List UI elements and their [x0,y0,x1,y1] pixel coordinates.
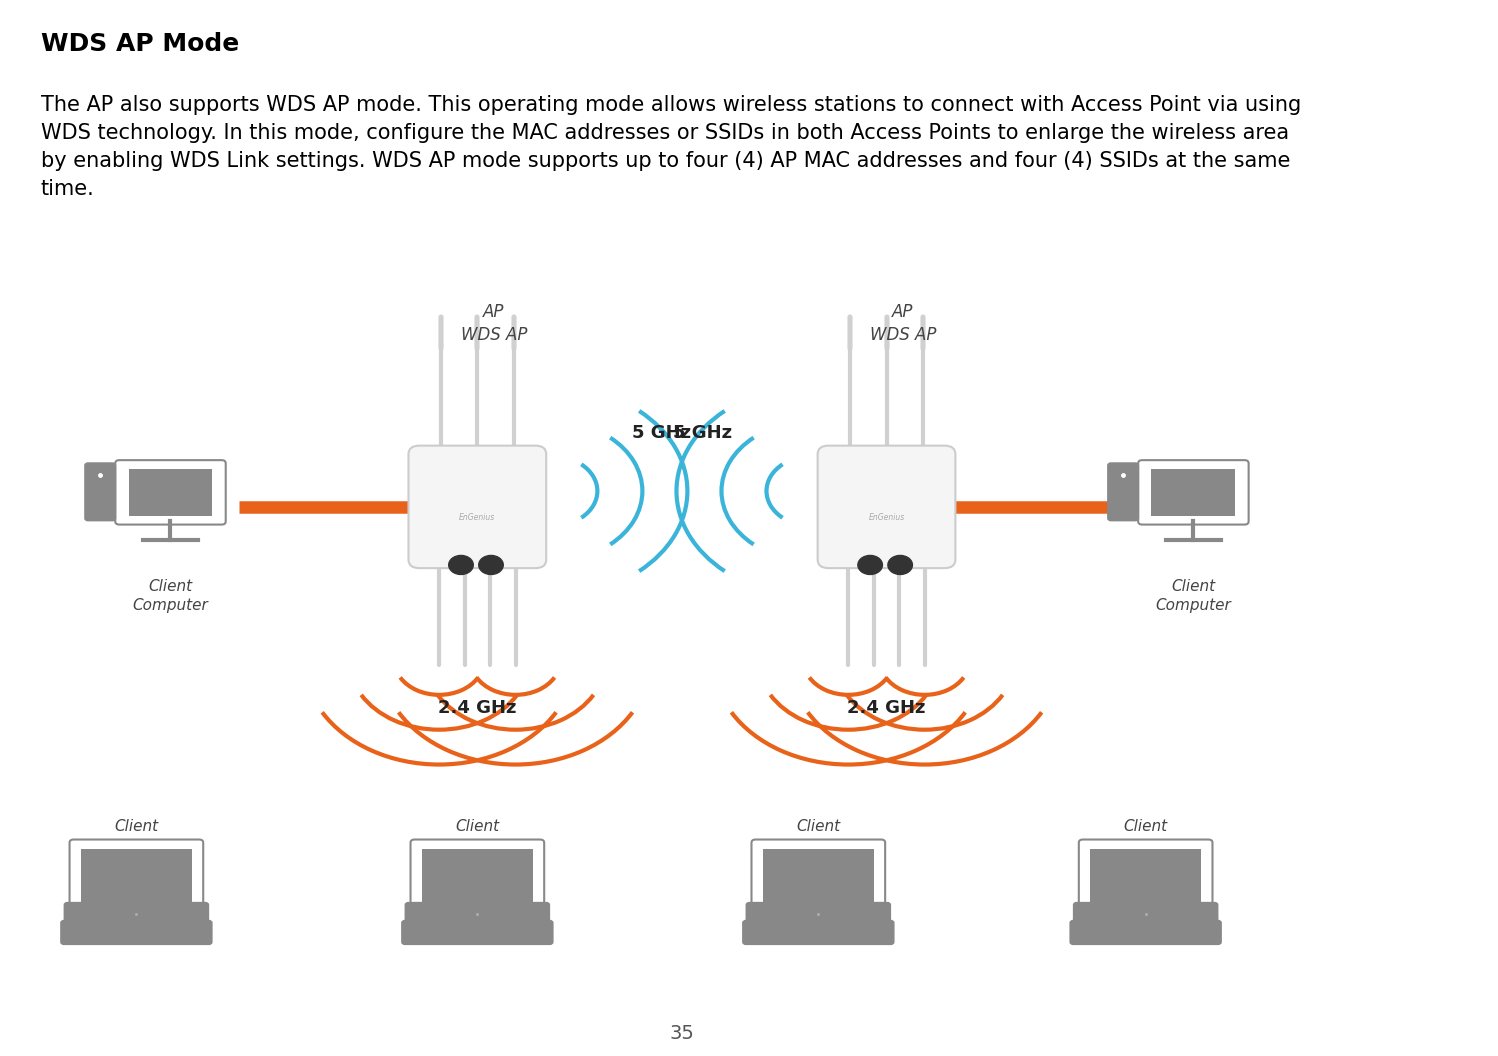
FancyBboxPatch shape [1138,460,1249,525]
Text: EnGenius: EnGenius [869,513,905,522]
FancyBboxPatch shape [1071,921,1221,944]
Circle shape [858,555,882,574]
FancyBboxPatch shape [61,921,211,944]
Text: WDS AP: WDS AP [460,325,527,344]
Text: EnGenius: EnGenius [460,513,496,522]
Text: Client
Computer: Client Computer [1155,579,1231,614]
FancyBboxPatch shape [422,849,533,902]
Text: WDS AP Mode: WDS AP Mode [40,32,240,56]
FancyBboxPatch shape [129,469,213,515]
FancyBboxPatch shape [1091,849,1201,902]
FancyBboxPatch shape [746,903,890,926]
FancyBboxPatch shape [410,840,544,911]
FancyBboxPatch shape [115,460,226,525]
Text: AP: AP [482,302,505,321]
Text: Client: Client [114,819,159,834]
FancyBboxPatch shape [406,903,550,926]
FancyBboxPatch shape [69,840,204,911]
FancyBboxPatch shape [762,849,873,902]
Text: AP: AP [893,302,914,321]
Text: Client: Client [797,819,840,834]
Text: 35: 35 [670,1024,695,1043]
FancyBboxPatch shape [81,849,192,902]
FancyBboxPatch shape [1152,469,1236,515]
Text: WDS AP: WDS AP [870,325,936,344]
FancyBboxPatch shape [409,446,547,568]
Text: 2.4 GHz: 2.4 GHz [848,698,926,717]
FancyBboxPatch shape [818,446,956,568]
FancyBboxPatch shape [1079,840,1212,911]
Circle shape [449,555,473,574]
Text: 5 GHz: 5 GHz [673,423,733,442]
Circle shape [888,555,912,574]
Text: 5 GHz: 5 GHz [632,423,691,442]
Text: Client: Client [455,819,499,834]
Text: The AP also supports WDS AP mode. This operating mode allows wireless stations t: The AP also supports WDS AP mode. This o… [40,95,1302,199]
FancyBboxPatch shape [1074,903,1218,926]
FancyBboxPatch shape [752,840,885,911]
FancyBboxPatch shape [401,921,553,944]
Text: 2.4 GHz: 2.4 GHz [437,698,517,717]
FancyBboxPatch shape [743,921,893,944]
FancyBboxPatch shape [64,903,208,926]
Text: Client: Client [1124,819,1168,834]
FancyBboxPatch shape [1109,464,1138,521]
Text: Client
Computer: Client Computer [133,579,208,614]
FancyBboxPatch shape [85,464,115,521]
Circle shape [479,555,503,574]
